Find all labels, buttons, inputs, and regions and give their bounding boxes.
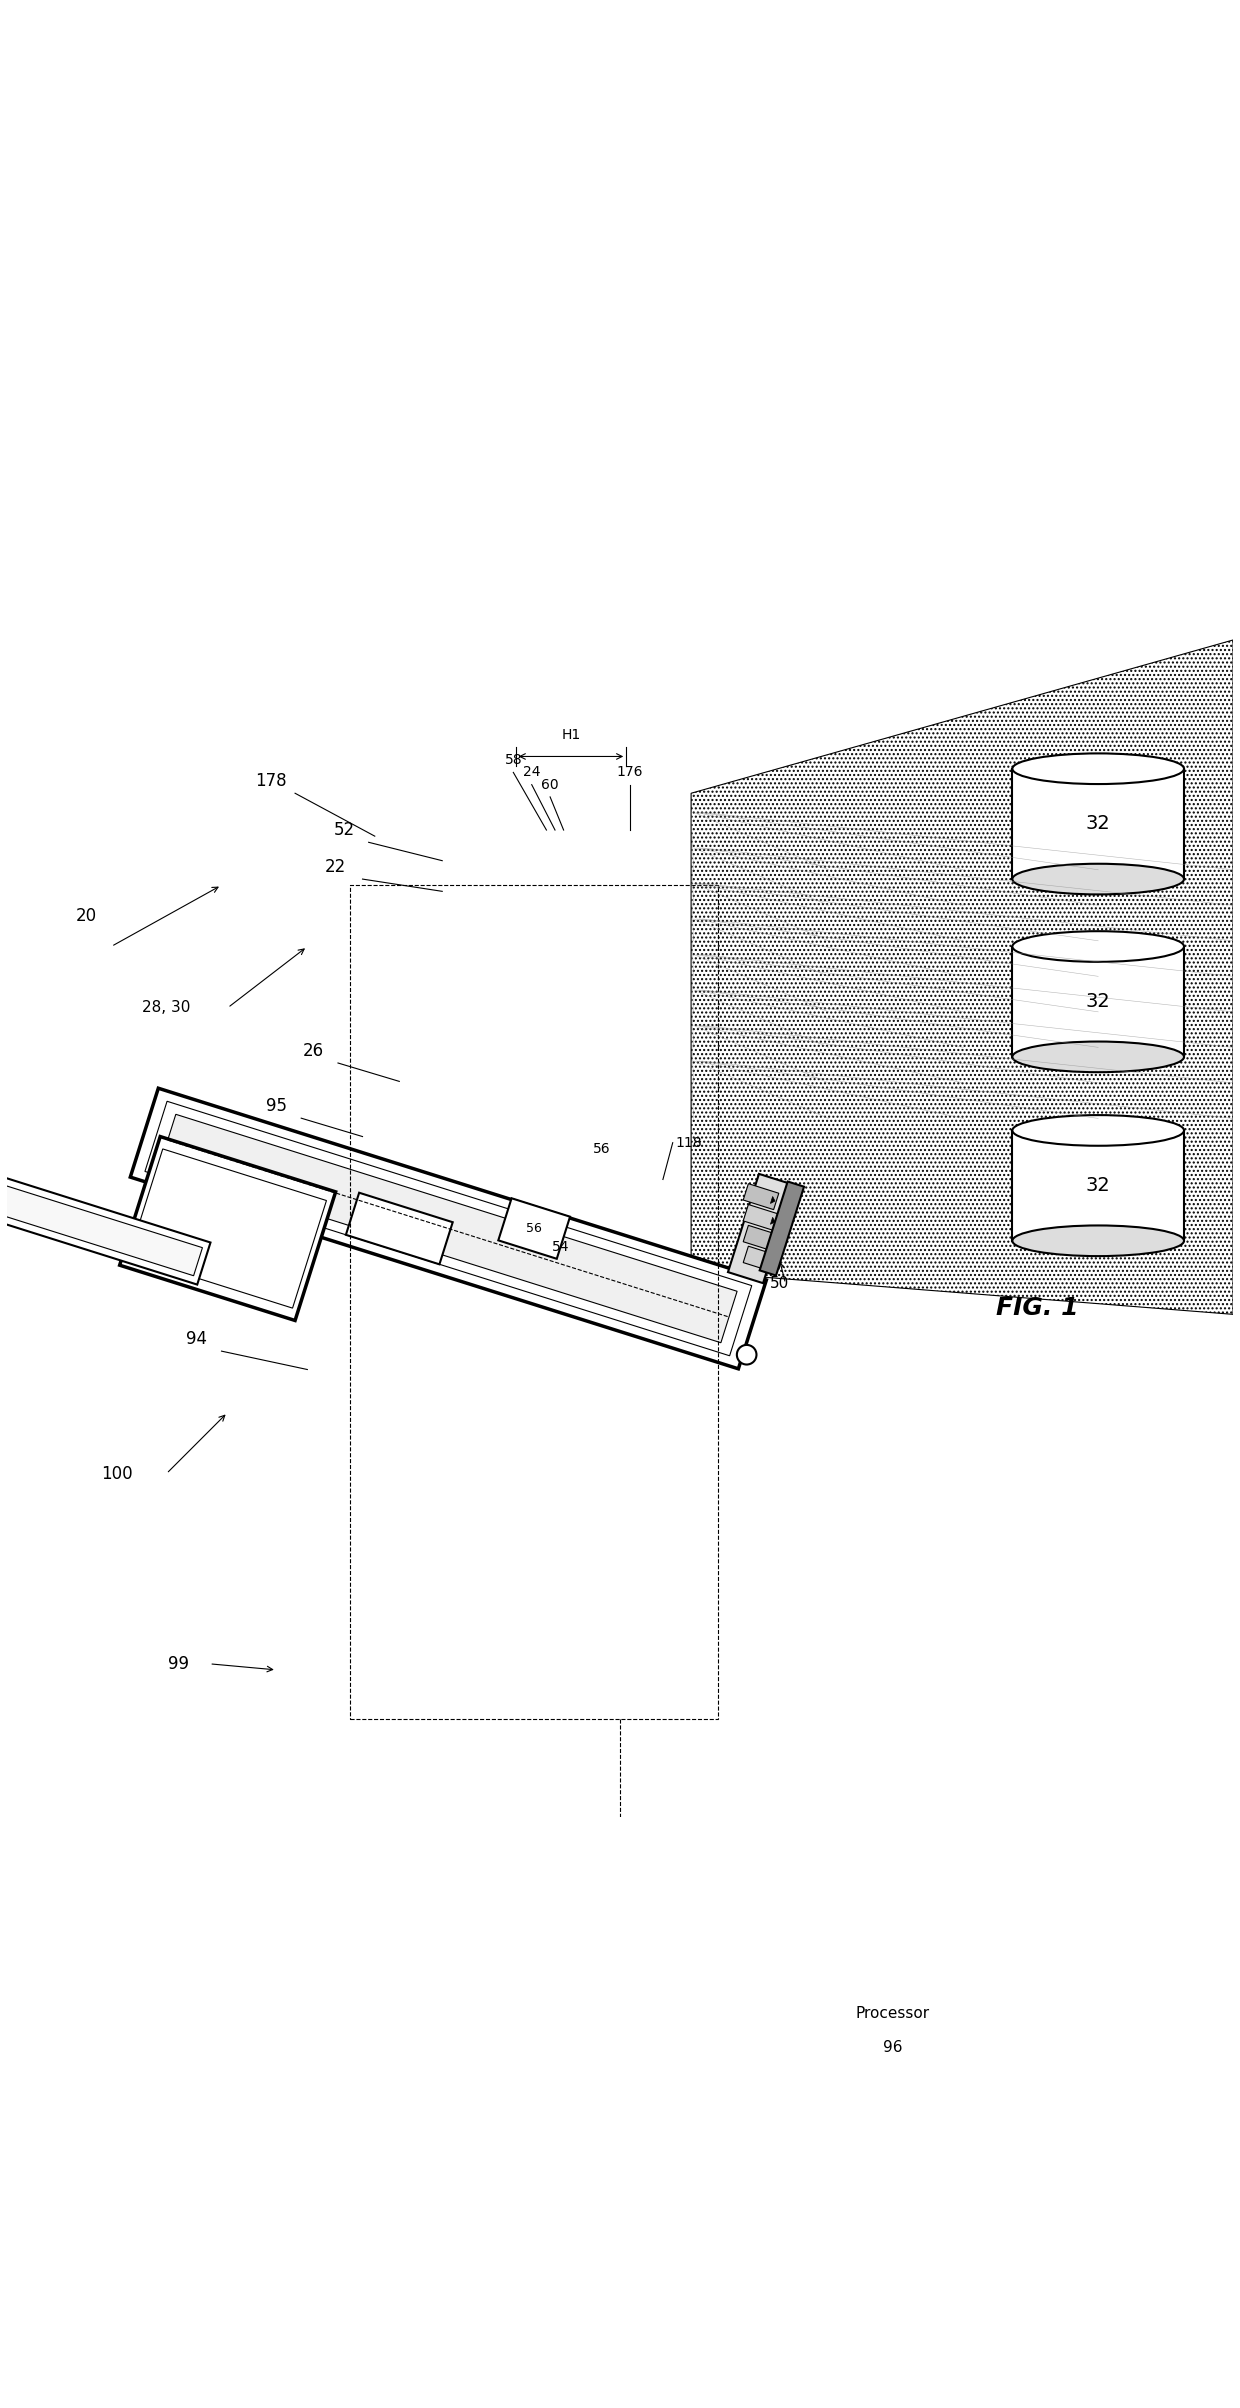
Polygon shape xyxy=(760,1182,804,1276)
Polygon shape xyxy=(770,1197,775,1204)
Polygon shape xyxy=(770,1218,775,1223)
Bar xyxy=(1012,946,1184,1057)
Text: Processor: Processor xyxy=(856,2006,930,2020)
Text: 100: 100 xyxy=(102,1464,133,1483)
Polygon shape xyxy=(498,1199,570,1259)
Text: 24: 24 xyxy=(523,766,541,780)
Ellipse shape xyxy=(1012,932,1184,961)
Text: 60: 60 xyxy=(542,778,559,792)
Ellipse shape xyxy=(1012,754,1184,785)
Bar xyxy=(350,886,718,1719)
Text: 28, 30: 28, 30 xyxy=(143,999,191,1016)
Text: 95: 95 xyxy=(267,1098,288,1115)
Ellipse shape xyxy=(1012,1226,1184,1257)
Text: 56: 56 xyxy=(526,1221,542,1235)
Ellipse shape xyxy=(1012,1043,1184,1072)
Bar xyxy=(1012,1129,1184,1240)
Text: 99: 99 xyxy=(169,1654,190,1674)
Text: 20: 20 xyxy=(76,908,97,925)
Polygon shape xyxy=(145,1100,751,1356)
Ellipse shape xyxy=(1012,864,1184,893)
Polygon shape xyxy=(728,1173,794,1283)
Bar xyxy=(1012,768,1184,879)
Polygon shape xyxy=(743,1185,779,1209)
Text: 176: 176 xyxy=(616,766,644,780)
Text: 96: 96 xyxy=(883,2040,903,2054)
Bar xyxy=(791,1965,994,2088)
Text: 32: 32 xyxy=(1086,814,1111,833)
Text: 50: 50 xyxy=(770,1276,789,1291)
Ellipse shape xyxy=(1012,1115,1184,1146)
Polygon shape xyxy=(129,1149,326,1308)
Text: 22: 22 xyxy=(325,857,346,877)
Polygon shape xyxy=(770,1238,775,1245)
Polygon shape xyxy=(0,1173,211,1283)
Polygon shape xyxy=(130,1088,766,1368)
Text: H1: H1 xyxy=(562,727,580,742)
Polygon shape xyxy=(160,1115,737,1344)
Polygon shape xyxy=(743,1226,779,1252)
Text: 26: 26 xyxy=(303,1043,324,1060)
Text: 94: 94 xyxy=(186,1329,207,1348)
Polygon shape xyxy=(346,1192,453,1264)
Text: 52: 52 xyxy=(334,821,355,838)
Text: 178: 178 xyxy=(254,773,286,790)
Text: 32: 32 xyxy=(1086,992,1111,1011)
Polygon shape xyxy=(743,1204,779,1230)
Polygon shape xyxy=(120,1137,336,1320)
Polygon shape xyxy=(743,1247,779,1271)
Text: 58: 58 xyxy=(505,754,522,768)
Circle shape xyxy=(737,1346,756,1365)
Text: 54: 54 xyxy=(552,1240,570,1255)
Text: 32: 32 xyxy=(1086,1175,1111,1194)
Polygon shape xyxy=(770,1259,775,1267)
Text: FIG. 1: FIG. 1 xyxy=(996,1296,1078,1320)
Polygon shape xyxy=(0,1182,202,1276)
Text: 56: 56 xyxy=(593,1141,610,1156)
Text: 118: 118 xyxy=(675,1137,702,1149)
